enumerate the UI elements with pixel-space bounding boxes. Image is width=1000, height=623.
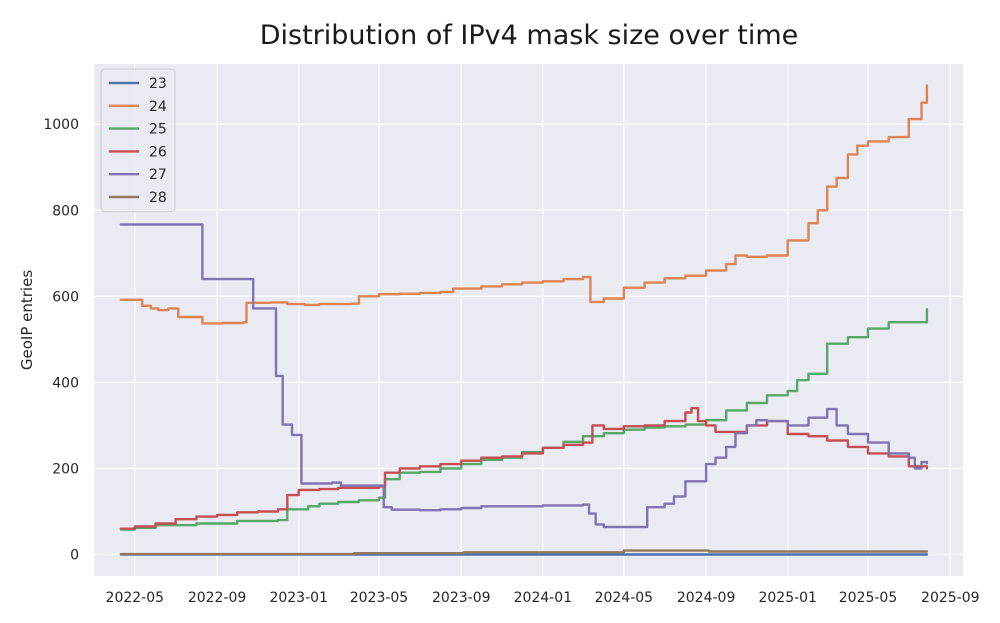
x-tick-label: 2024-01 xyxy=(514,590,573,606)
y-tick-label: 200 xyxy=(52,461,79,477)
x-tick-label: 2024-09 xyxy=(677,590,736,606)
plot-area xyxy=(94,64,963,576)
x-tick-label: 2025-09 xyxy=(921,590,980,606)
series-line-27 xyxy=(119,223,929,529)
x-tick-label: 2024-05 xyxy=(595,590,654,606)
legend-label-25: 25 xyxy=(149,122,167,138)
y-tick-label: 0 xyxy=(70,547,79,563)
legend-label-26: 26 xyxy=(149,144,167,160)
legend-label-23: 23 xyxy=(149,76,167,92)
series-line-28 xyxy=(119,549,929,556)
x-tick-label: 2023-01 xyxy=(269,590,328,606)
x-tick-label: 2023-05 xyxy=(350,590,409,606)
chart-title: Distribution of IPv4 mask size over time xyxy=(260,20,799,51)
legend-label-27: 27 xyxy=(149,167,167,183)
x-tick-label: 2023-09 xyxy=(432,590,491,606)
y-axis-label: GeoIP entries xyxy=(18,270,36,370)
series-line-24 xyxy=(119,84,929,325)
y-tick-label: 600 xyxy=(52,289,79,305)
x-tick-label: 2022-05 xyxy=(106,590,165,606)
y-tick-label: 400 xyxy=(52,375,79,391)
legend-label-24: 24 xyxy=(149,99,167,115)
x-axis-ticks: 2022-05 2022-09 2023-01 2023-05 2023-09 2024-… xyxy=(106,590,980,606)
series-lines xyxy=(119,84,929,556)
y-tick-label: 800 xyxy=(52,203,79,219)
x-tick-label: 2025-05 xyxy=(839,590,898,606)
legend: 23 24 25 26 27 28 xyxy=(100,68,176,213)
x-tick-label: 2025-01 xyxy=(758,590,817,606)
y-tick-label: 1000 xyxy=(43,117,79,133)
legend-label-28: 28 xyxy=(149,190,167,206)
y-axis-ticks: 0 200 400 600 800 1000 xyxy=(43,117,79,563)
x-tick-label: 2022-09 xyxy=(188,590,247,606)
